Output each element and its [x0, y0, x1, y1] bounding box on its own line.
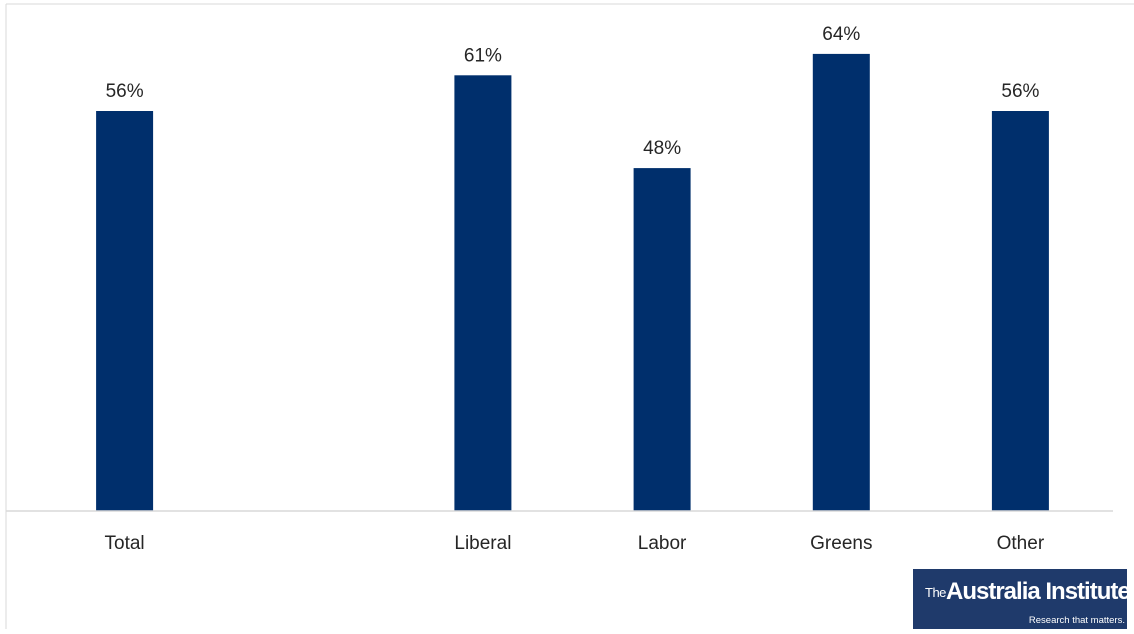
category-label-total: Total [105, 533, 145, 554]
logo-name: Australia Institute [946, 578, 1127, 605]
data-label-greens: 64% [822, 24, 860, 45]
data-label-total: 56% [106, 81, 144, 102]
bars-layer [96, 53, 1049, 512]
category-label-other: Other [997, 533, 1045, 554]
data-label-liberal: 61% [464, 45, 502, 66]
data-label-labor: 48% [643, 138, 681, 159]
bar-labor [633, 168, 691, 511]
category-label-greens: Greens [810, 533, 872, 554]
data-label-other: 56% [1001, 81, 1039, 102]
logo-prefix: The [925, 585, 946, 600]
bar-other [991, 111, 1049, 511]
category-label-labor: Labor [638, 533, 687, 554]
category-label-liberal: Liberal [454, 533, 511, 554]
bar-liberal [454, 75, 512, 512]
australia-institute-logo: The Australia Institute Research that ma… [913, 569, 1127, 629]
bar-greens [812, 53, 870, 512]
labels-layer: 56% Total 61% Liberal 48% Labor 64% Greens 56% Ot… [105, 24, 1045, 554]
bar-total [96, 111, 154, 511]
logo-tagline: Research that matters. [1028, 615, 1125, 626]
